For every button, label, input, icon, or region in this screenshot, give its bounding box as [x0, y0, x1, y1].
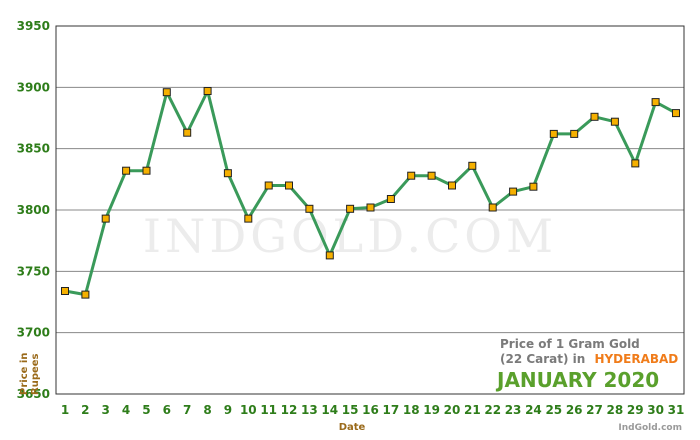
- data-point: [325, 251, 334, 260]
- caption-line2: (22 Carat) in HYDERABAD: [500, 348, 678, 367]
- y-tick-label: 3800: [17, 203, 50, 217]
- data-point: [427, 171, 436, 180]
- y-axis-title-line1: Price in: [19, 353, 30, 395]
- x-tick-label: 13: [301, 403, 318, 417]
- x-axis-ticks: 1 2 3 4 5 6 7 8 9 10 11 12 13 14 15 16 17 18 19 20 21 22 23 24 2…: [61, 403, 685, 417]
- x-tick-label: 24: [525, 403, 542, 417]
- x-tick-label: 16: [362, 403, 379, 417]
- x-tick-label: 10: [240, 403, 257, 417]
- y-axis-title: Price in Rupees: [19, 353, 41, 395]
- data-point: [386, 195, 395, 203]
- caption-city: HYDERABAD: [594, 352, 678, 366]
- x-tick-label: 18: [403, 403, 420, 417]
- x-tick-label: 14: [321, 403, 338, 417]
- data-point: [305, 204, 314, 213]
- caption-block: Price of 1 Gram Gold (22 Carat) in HYDER…: [495, 337, 678, 392]
- caption-line2-prefix: (22 Carat) in: [500, 352, 585, 366]
- data-point: [529, 182, 538, 191]
- x-tick-label: 11: [260, 403, 277, 417]
- data-point: [244, 214, 253, 223]
- data-point: [162, 88, 171, 97]
- plot-frame: [55, 25, 685, 395]
- x-tick-label: 15: [342, 403, 359, 417]
- x-tick-label: 1: [61, 403, 69, 417]
- x-tick-label: 5: [142, 403, 150, 417]
- x-tick-label: 22: [484, 403, 501, 417]
- data-point: [183, 128, 192, 137]
- y-axis-title-line2: Rupees: [30, 353, 41, 395]
- data-point: [672, 109, 680, 118]
- x-axis-title: Date: [339, 422, 366, 433]
- data-point: [631, 159, 640, 168]
- y-tick-label: 3850: [17, 142, 50, 156]
- data-point: [142, 166, 151, 175]
- y-tick-label: 3700: [17, 326, 50, 340]
- y-tick-label: 3950: [17, 19, 50, 33]
- y-axis-ticks: 3650 3700 3750 3800 3850 3900 3950: [17, 19, 50, 401]
- y-tick-label: 3750: [17, 264, 50, 278]
- data-point: [651, 98, 660, 107]
- data-point: [203, 87, 212, 95]
- x-tick-label: 19: [423, 403, 440, 417]
- x-tick-label: 27: [586, 403, 603, 417]
- data-point: [468, 161, 477, 170]
- x-tick-label: 20: [444, 403, 461, 417]
- x-tick-label: 8: [203, 403, 211, 417]
- x-tick-label: 6: [163, 403, 171, 417]
- data-point: [81, 290, 90, 299]
- x-tick-label: 28: [607, 403, 624, 417]
- x-tick-label: 29: [627, 403, 644, 417]
- data-point: [264, 181, 273, 190]
- data-markers: [61, 87, 680, 299]
- x-tick-label: 25: [545, 403, 562, 417]
- data-point: [285, 181, 293, 190]
- x-tick-label: 17: [383, 403, 400, 417]
- data-point: [488, 203, 497, 212]
- y-tick-label: 3650: [17, 387, 50, 401]
- data-point: [570, 129, 579, 138]
- data-point: [61, 287, 69, 295]
- x-tick-label: 12: [281, 403, 298, 417]
- data-point: [223, 169, 232, 178]
- x-tick-label: 9: [224, 403, 232, 417]
- data-point: [366, 203, 375, 212]
- x-tick-label: 4: [122, 403, 130, 417]
- x-tick-label: 2: [81, 403, 89, 417]
- x-tick-label: 30: [647, 403, 664, 417]
- watermark: INDGOLD.COM: [143, 209, 557, 263]
- credit-text: IndGold.com: [618, 423, 682, 433]
- data-point: [101, 214, 110, 223]
- data-point: [549, 129, 558, 138]
- data-point: [509, 187, 518, 196]
- data-point: [610, 117, 619, 126]
- data-point: [448, 181, 456, 190]
- data-point: [346, 204, 355, 213]
- data-point: [122, 166, 131, 175]
- x-tick-label: 21: [464, 403, 481, 417]
- x-tick-label: 31: [668, 403, 685, 417]
- caption-line1: Price of 1 Gram Gold: [500, 337, 640, 351]
- y-tick-label: 3900: [17, 80, 50, 94]
- x-tick-label: 7: [183, 403, 191, 417]
- data-point: [407, 171, 416, 180]
- x-tick-label: 23: [505, 403, 522, 417]
- caption-month: JANUARY 2020: [495, 368, 659, 392]
- x-tick-label: 3: [102, 403, 110, 417]
- data-point: [590, 112, 599, 121]
- x-tick-label: 26: [566, 403, 583, 417]
